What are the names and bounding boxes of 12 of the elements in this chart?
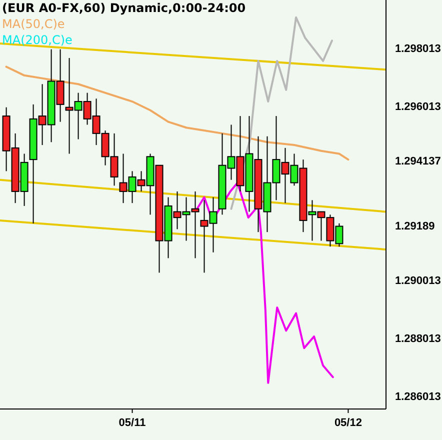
- x-tick-label: 05/11: [118, 417, 146, 429]
- y-tick-label: 1.294137: [395, 155, 441, 168]
- y-tick-label: 1.298013: [395, 42, 441, 55]
- text: MA(50,C)e: [2, 16, 66, 32]
- y-tick-label: 1.296013: [395, 100, 441, 113]
- chart-title: (EUR A0-FX,60) Dynamic,0:00-24:00: [2, 0, 246, 16]
- y-tick-label: 1.290013: [395, 274, 441, 287]
- y-tick-label: 1.29189: [395, 220, 435, 233]
- y-tick-label: 1.286013: [395, 391, 441, 404]
- annotation: MA(200,C)e: [2, 32, 74, 48]
- x-tick-label: 05/12: [334, 417, 362, 429]
- y-tick-label: 1.288013: [395, 333, 441, 346]
